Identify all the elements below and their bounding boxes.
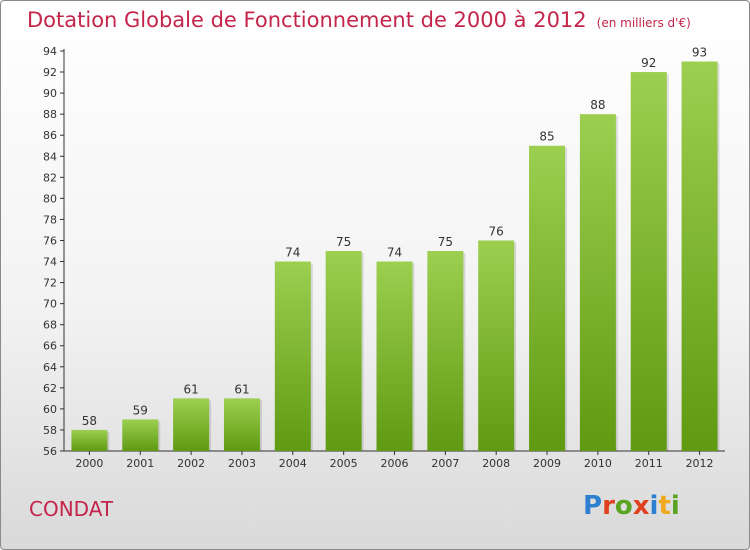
logo-letter: i xyxy=(649,491,659,521)
x-tick-label: 2001 xyxy=(126,457,154,470)
bar xyxy=(325,251,362,451)
x-tick-label: 2008 xyxy=(482,457,510,470)
commune-name: CONDAT xyxy=(29,497,114,521)
bar-value-label: 92 xyxy=(641,56,656,70)
chart-title: Dotation Globale de Fonctionnement de 20… xyxy=(27,8,691,32)
y-tick-label: 68 xyxy=(43,319,57,332)
x-tick-label: 2009 xyxy=(533,457,561,470)
bar xyxy=(630,72,667,451)
y-tick-label: 66 xyxy=(43,340,57,353)
proxiti-logo: Proxiti xyxy=(583,491,680,521)
bar-value-label: 85 xyxy=(539,130,554,144)
y-tick-label: 78 xyxy=(43,213,57,226)
y-tick-label: 62 xyxy=(43,382,57,395)
y-tick-label: 72 xyxy=(43,277,57,290)
bar-value-label: 76 xyxy=(489,224,504,238)
logo-letter: P xyxy=(583,491,603,521)
x-tick-label: 2000 xyxy=(75,457,103,470)
x-tick-label: 2003 xyxy=(228,457,256,470)
bar-value-label: 74 xyxy=(285,246,300,260)
chart-subtitle: (en milliers d'€) xyxy=(596,16,691,30)
bar xyxy=(223,398,260,451)
bar xyxy=(427,251,464,451)
bar xyxy=(71,429,108,451)
logo-letter: r xyxy=(602,491,615,521)
x-tick-label: 2002 xyxy=(177,457,205,470)
logo-letter: x xyxy=(632,491,650,521)
bar-value-label: 75 xyxy=(336,235,351,249)
bar-value-label: 59 xyxy=(133,403,148,417)
title-text: Dotation Globale de Fonctionnement de 20… xyxy=(27,8,587,32)
bar-value-label: 61 xyxy=(234,382,249,396)
logo-letter: i xyxy=(670,491,680,521)
x-tick-label: 2012 xyxy=(686,457,714,470)
y-tick-label: 94 xyxy=(43,45,57,58)
y-tick-label: 92 xyxy=(43,66,57,79)
y-tick-label: 58 xyxy=(43,424,57,437)
bar-value-label: 61 xyxy=(183,382,198,396)
y-tick-label: 76 xyxy=(43,234,57,247)
y-tick-label: 82 xyxy=(43,171,57,184)
y-tick-label: 86 xyxy=(43,129,57,142)
y-tick-label: 56 xyxy=(43,445,57,458)
bar-value-label: 75 xyxy=(438,235,453,249)
y-tick-label: 74 xyxy=(43,256,57,269)
y-tick-label: 88 xyxy=(43,108,57,121)
bar xyxy=(529,145,566,451)
bar-value-label: 58 xyxy=(82,414,97,428)
logo-letter: t xyxy=(658,491,671,521)
x-tick-label: 2011 xyxy=(635,457,663,470)
logo-letter: o xyxy=(614,491,633,521)
y-tick-label: 64 xyxy=(43,361,57,374)
y-tick-label: 90 xyxy=(43,87,57,100)
x-tick-label: 2004 xyxy=(279,457,307,470)
bar-value-label: 74 xyxy=(387,246,402,260)
bar xyxy=(376,261,413,451)
y-tick-label: 60 xyxy=(43,403,57,416)
x-tick-label: 2006 xyxy=(381,457,409,470)
y-tick-label: 80 xyxy=(43,192,57,205)
bar xyxy=(478,240,515,451)
x-tick-label: 2005 xyxy=(330,457,358,470)
x-tick-label: 2007 xyxy=(431,457,459,470)
bar xyxy=(122,419,159,451)
x-tick-label: 2010 xyxy=(584,457,612,470)
bar xyxy=(274,261,311,451)
bar xyxy=(173,398,210,451)
bar-value-label: 88 xyxy=(590,98,605,112)
bar xyxy=(681,61,718,452)
y-tick-label: 84 xyxy=(43,150,57,163)
y-tick-label: 70 xyxy=(43,298,57,311)
bar xyxy=(579,114,616,451)
bar-value-label: 93 xyxy=(692,46,707,60)
